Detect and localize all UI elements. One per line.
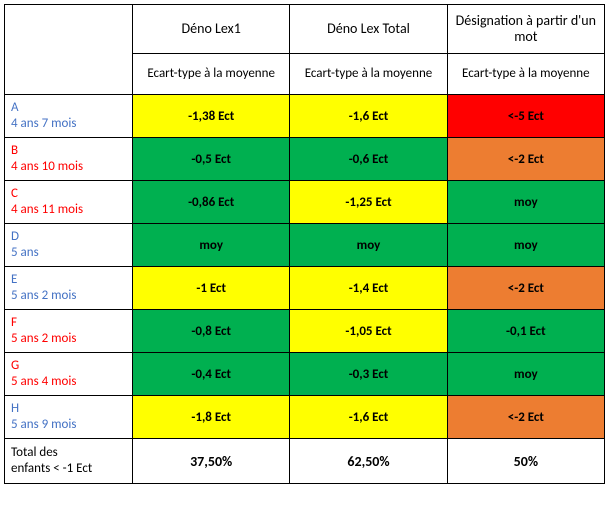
table-row: G 5 ans 4 mois -0,4 Ect -0,3 Ect moy — [5, 353, 605, 396]
cell-c3: -0,1 Ect — [447, 310, 604, 353]
row-age: 4 ans 10 mois — [11, 159, 126, 175]
table-row: A 4 ans 7 mois -1,38 Ect -1,6 Ect <-5 Ec… — [5, 95, 605, 138]
cell-c3: moy — [447, 224, 604, 267]
row-id: G — [11, 358, 126, 374]
row-age: 4 ans 7 mois — [11, 116, 126, 132]
cell-c1: -0,8 Ect — [133, 310, 290, 353]
row-age: 5 ans 4 mois — [11, 374, 126, 390]
totals-row: Total des enfants < -1 Ect 37,50% 62,50%… — [5, 439, 605, 484]
row-label: C 4 ans 11 mois — [5, 181, 133, 224]
totals-c3: 50% — [447, 439, 604, 484]
cell-c1: -1 Ect — [133, 267, 290, 310]
totals-c2: 62,50% — [290, 439, 447, 484]
table-row: H 5 ans 9 mois -1,8 Ect -1,6 Ect <-2 Ect — [5, 396, 605, 439]
row-label: A 4 ans 7 mois — [5, 95, 133, 138]
cell-c3: moy — [447, 353, 604, 396]
totals-label-l1: Total des — [11, 445, 58, 460]
table-row: F 5 ans 2 mois -0,8 Ect -1,05 Ect -0,1 E… — [5, 310, 605, 353]
cell-c2: -1,05 Ect — [290, 310, 447, 353]
row-age: 5 ans 9 mois — [11, 417, 126, 433]
header-blank — [5, 5, 133, 95]
cell-c3: <-5 Ect — [447, 95, 604, 138]
cell-c1: moy — [133, 224, 290, 267]
cell-c3: <-2 Ect — [447, 396, 604, 439]
cell-c3: moy — [447, 181, 604, 224]
col-header-2: Déno Lex Total — [290, 5, 447, 54]
row-age: 5 ans 2 mois — [11, 288, 126, 304]
row-age: 5 ans — [11, 245, 126, 261]
cell-c1: -0,86 Ect — [133, 181, 290, 224]
table-row: D 5 ans moy moy moy — [5, 224, 605, 267]
row-id: E — [11, 272, 126, 288]
totals-label-l2: enfants < -1 Ect — [11, 461, 92, 476]
cell-c1: -1,38 Ect — [133, 95, 290, 138]
cell-c2: moy — [290, 224, 447, 267]
cell-c3: <-2 Ect — [447, 138, 604, 181]
row-label: G 5 ans 4 mois — [5, 353, 133, 396]
row-age: 4 ans 11 mois — [11, 202, 126, 218]
row-age: 5 ans 2 mois — [11, 331, 126, 347]
row-label: E 5 ans 2 mois — [5, 267, 133, 310]
row-id: A — [11, 100, 126, 116]
cell-c2: -1,4 Ect — [290, 267, 447, 310]
col-header-1: Déno Lex1 — [133, 5, 290, 54]
totals-c1: 37,50% — [133, 439, 290, 484]
cell-c1: -0,5 Ect — [133, 138, 290, 181]
cell-c2: -0,6 Ect — [290, 138, 447, 181]
row-label: F 5 ans 2 mois — [5, 310, 133, 353]
table-row: C 4 ans 11 mois -0,86 Ect -1,25 Ect moy — [5, 181, 605, 224]
cell-c1: -0,4 Ect — [133, 353, 290, 396]
row-id: C — [11, 186, 126, 202]
row-label: B 4 ans 10 mois — [5, 138, 133, 181]
cell-c2: -0,3 Ect — [290, 353, 447, 396]
cell-c1: -1,8 Ect — [133, 396, 290, 439]
col-subheader-1: Ecart-type à la moyenne — [133, 54, 290, 95]
table-row: B 4 ans 10 mois -0,5 Ect -0,6 Ect <-2 Ec… — [5, 138, 605, 181]
cell-c3: <-2 Ect — [447, 267, 604, 310]
col-subheader-2: Ecart-type à la moyenne — [290, 54, 447, 95]
row-id: B — [11, 143, 126, 159]
row-id: F — [11, 315, 126, 331]
col-header-3: Désignation à partir d'un mot — [447, 5, 604, 54]
table-row: E 5 ans 2 mois -1 Ect -1,4 Ect <-2 Ect — [5, 267, 605, 310]
cell-c2: -1,6 Ect — [290, 95, 447, 138]
table-container: Déno Lex1 Déno Lex Total Désignation à p… — [0, 0, 611, 488]
row-id: D — [11, 229, 126, 245]
results-table: Déno Lex1 Déno Lex Total Désignation à p… — [4, 4, 605, 484]
table-header-row-1: Déno Lex1 Déno Lex Total Désignation à p… — [5, 5, 605, 54]
col-subheader-3: Ecart-type à la moyenne — [447, 54, 604, 95]
totals-label: Total des enfants < -1 Ect — [5, 439, 133, 484]
cell-c2: -1,25 Ect — [290, 181, 447, 224]
row-id: H — [11, 401, 126, 417]
row-label: H 5 ans 9 mois — [5, 396, 133, 439]
cell-c2: -1,6 Ect — [290, 396, 447, 439]
row-label: D 5 ans — [5, 224, 133, 267]
